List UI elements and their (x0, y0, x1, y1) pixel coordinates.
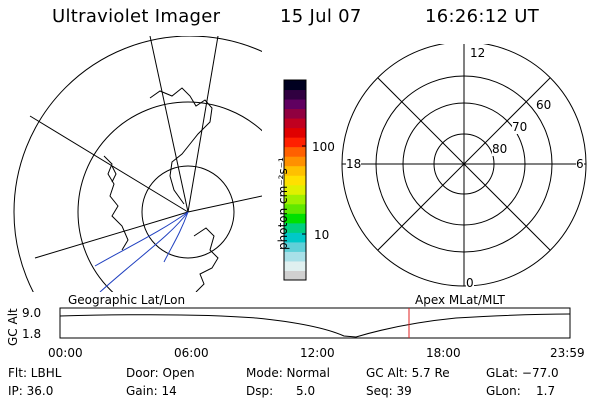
colorbar-swatch (284, 89, 306, 100)
meridian-line (29, 115, 189, 213)
meridian-line (187, 36, 219, 213)
meridian-line (34, 211, 189, 259)
colorbar-swatch (284, 251, 306, 262)
geographic-map-panel (13, 36, 262, 292)
colorbar-swatch (284, 118, 306, 129)
alt-y-tick-bottom: 1.8 (22, 327, 42, 341)
gain-info: Gain: 14 (126, 384, 177, 398)
alt-y-tick-top: 9.0 (22, 306, 42, 320)
satellite-track (94, 211, 189, 267)
mlat-label-70: 70 (512, 120, 528, 134)
alt-axis-label: GC Alt (6, 308, 20, 346)
satellite-track (99, 211, 189, 292)
colorbar-swatch (284, 184, 306, 195)
altitude-plot (59, 307, 571, 339)
meridian-line (187, 195, 262, 213)
colorbar-swatch (284, 165, 306, 176)
mlt-meridian-diagonal (377, 77, 551, 251)
satellite-track (163, 211, 189, 263)
colorbar-swatch (284, 137, 306, 148)
colorbar-tick-10: 10 (314, 228, 330, 242)
image-date: 15 Jul 07 (280, 6, 362, 27)
image-time: 16:26:12 UT (425, 6, 540, 27)
app-title: Ultraviolet Imager (52, 6, 221, 27)
apex-panel-label: Apex MLat/MLT (415, 293, 505, 307)
door-info: Door: Open (126, 366, 195, 380)
mlt-label-12: 12 (470, 46, 486, 60)
altitude-curve (59, 313, 571, 338)
mode-info: Mode: Normal (246, 366, 330, 380)
colorbar-swatch (284, 260, 306, 271)
colorbar-swatch (284, 80, 306, 91)
mlat-label-80: 80 (492, 142, 508, 156)
colorbar-swatch (284, 241, 306, 252)
colorbar-swatch (284, 203, 306, 214)
seq-info: Seq: 39 (366, 384, 412, 398)
coastline (149, 87, 213, 205)
filter-info: Flt: LBHL (8, 366, 62, 380)
coastline (111, 165, 117, 183)
colorbar-swatch (284, 232, 306, 243)
meridian-line (149, 36, 189, 213)
colorbar-swatch (284, 127, 306, 138)
color-scale-bar (283, 79, 307, 281)
x-tick-1200: 12:00 (300, 346, 335, 360)
ip-info: IP: 36.0 (8, 384, 54, 398)
colorbar-swatch (284, 213, 306, 224)
mlt-label-18: 18 (346, 157, 362, 171)
coastline (193, 227, 219, 292)
colorbar-tick-100: 100 (312, 140, 335, 154)
colorbar-swatch (284, 146, 306, 157)
colorbar-unit-label: photon cm⁻²s⁻¹ (276, 157, 290, 250)
colorbar-swatch (284, 194, 306, 205)
colorbar-swatch (284, 99, 306, 110)
colorbar-swatch (284, 222, 306, 233)
x-tick-0000: 00:00 (48, 346, 83, 360)
mlt-label-6: 6 (576, 157, 584, 171)
x-tick-0600: 06:00 (174, 346, 209, 360)
latitude-circle-inner (141, 165, 235, 259)
polar-mlt-panel (341, 44, 587, 287)
mlt-label-0: 0 (466, 276, 474, 290)
x-tick-2359: 23:59 (550, 346, 585, 360)
mlat-label-60: 60 (536, 98, 552, 112)
colorbar-swatch (284, 270, 306, 281)
glon-info: GLon: 1.7 (486, 384, 556, 398)
geographic-panel-label: Geographic Lat/Lon (68, 293, 186, 307)
latitude-circle-outer (13, 36, 262, 292)
colorbar-swatch (284, 175, 306, 186)
x-tick-1800: 18:00 (426, 346, 461, 360)
latitude-circle-mid (77, 101, 262, 292)
gc-alt-info: GC Alt: 5.7 Re (366, 366, 450, 380)
colorbar-swatch (284, 108, 306, 119)
colorbar-swatch (284, 156, 306, 167)
glat-info: GLat: −77.0 (486, 366, 559, 380)
dsp-info: Dsp: 5.0 (246, 384, 316, 398)
coastline (103, 155, 129, 251)
